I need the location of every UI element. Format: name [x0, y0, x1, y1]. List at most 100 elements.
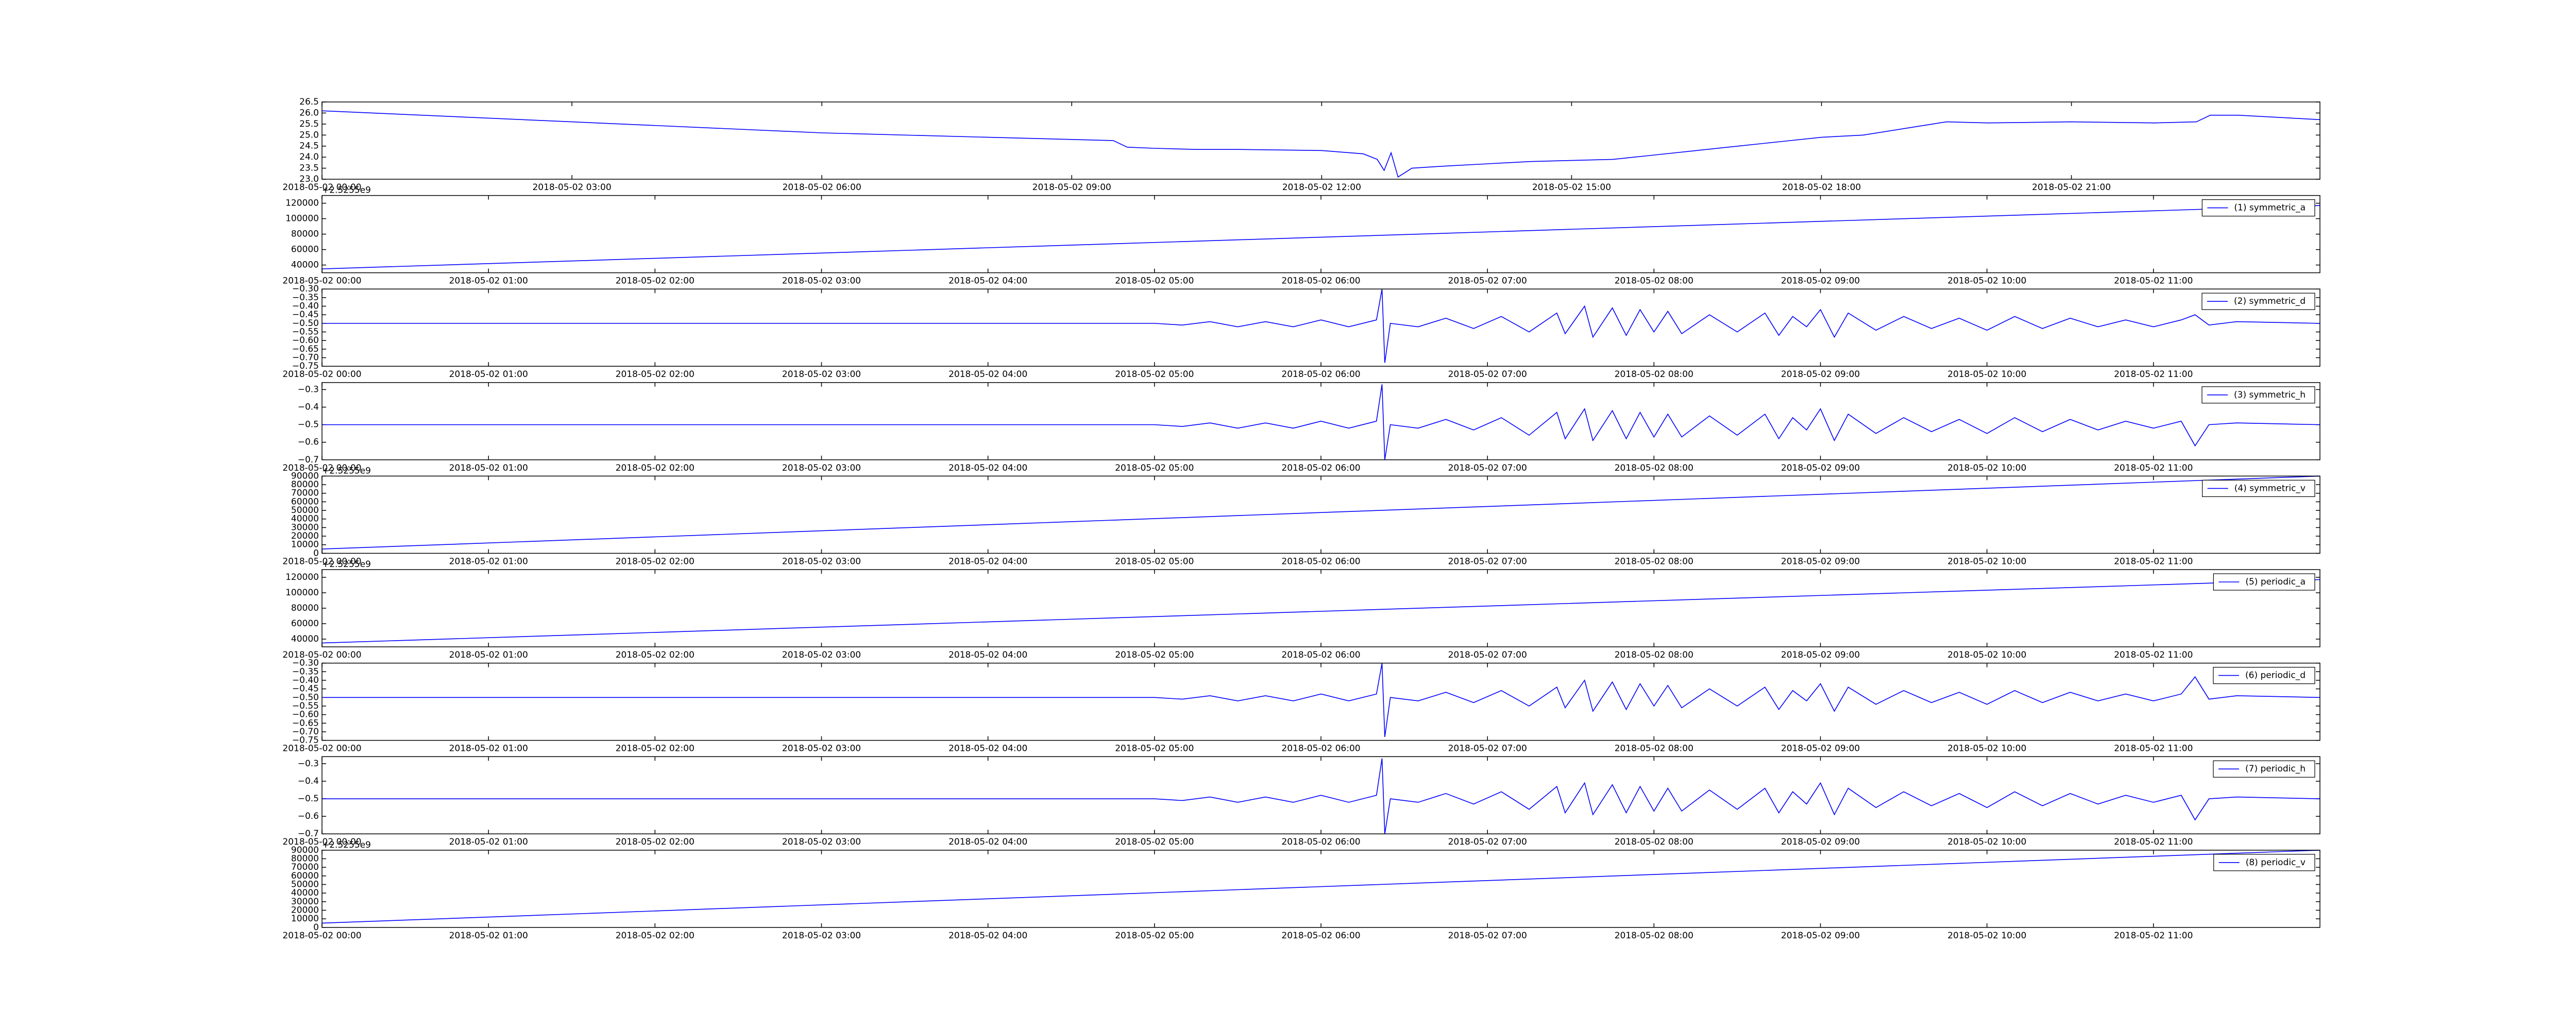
y-tick-label: 120000: [285, 572, 319, 582]
x-tick-label: 2018-05-02 01:00: [449, 463, 528, 473]
legend-label: (1) symmetric_a: [2234, 203, 2306, 213]
x-tick-label: 2018-05-02 08:00: [1615, 276, 1693, 286]
x-tick-label: 2018-05-02 01:00: [449, 369, 528, 380]
y-tick-label: −0.5: [298, 420, 319, 430]
x-tick-label: 2018-05-02 08:00: [1615, 837, 1693, 847]
y-tick-label: 23.5: [299, 163, 319, 174]
x-tick-label: 2018-05-02 01:00: [449, 276, 528, 286]
y-tick-label: −0.55: [292, 327, 319, 337]
y-tick-label: 10000: [291, 540, 319, 550]
y-tick-label: 0: [313, 548, 319, 558]
data-line: [321, 205, 2320, 269]
y-tick-label: 40000: [291, 260, 319, 270]
data-line: [322, 289, 2320, 363]
y-tick-label: 30000: [291, 897, 319, 907]
x-tick-label: 2018-05-02 02:00: [616, 276, 694, 286]
x-tick-label: 2018-05-02 04:00: [948, 276, 1027, 286]
x-tick-label: 2018-05-02 04:00: [948, 463, 1027, 473]
axes-frame: [321, 662, 2320, 741]
x-tick-label: 2018-05-02 07:00: [1448, 369, 1527, 380]
y-tick-label: −0.75: [292, 735, 319, 746]
data-line: [321, 579, 2320, 644]
x-tick-label: 2018-05-02 09:00: [1781, 369, 1860, 380]
x-tick-label: 2018-05-02 01:00: [449, 744, 528, 754]
x-tick-label: 2018-05-02 07:00: [1448, 837, 1527, 847]
x-tick-label: 2018-05-02 09:00: [1781, 837, 1860, 847]
y-tick-label: 80000: [291, 853, 319, 864]
subplot: 40000 60000 80000 100000 120000 2018-05-02 00…: [282, 559, 2320, 660]
y-tick-label: −0.5: [298, 794, 319, 804]
x-tick-label: 2018-05-02 08:00: [1615, 556, 1693, 566]
y-tick-label: 25.5: [299, 119, 319, 129]
x-tick-label: 2018-05-02 11:00: [2114, 931, 2193, 941]
y-tick-label: 24.0: [299, 152, 319, 162]
x-tick-label: 2018-05-02 03:00: [782, 369, 861, 380]
subplot: 23.023.524.024.525.025.526.026.5 2018-05-…: [282, 97, 2320, 193]
x-tick-label: 2018-05-02 06:00: [1281, 556, 1360, 566]
legend-label: (6) periodic_d: [2245, 671, 2306, 681]
x-tick-label: 2018-05-02 01:00: [449, 931, 528, 941]
x-tick-label: 2018-05-02 15:00: [1532, 182, 1611, 193]
x-tick-label: 2018-05-02 01:00: [449, 837, 528, 847]
x-tick-label: 2018-05-02 05:00: [1115, 463, 1194, 473]
y-tick-label: −0.45: [292, 684, 319, 694]
x-tick-label: 2018-05-02 05:00: [1115, 556, 1194, 566]
y-tick-label: 70000: [291, 488, 319, 499]
x-tick-label: 2018-05-02 09:00: [1032, 182, 1111, 193]
x-tick-label: 2018-05-02 00:00: [282, 369, 361, 380]
x-tick-label: 2018-05-02 11:00: [2114, 463, 2193, 473]
y-tick-label: 23.0: [299, 174, 319, 184]
legend: (5) periodic_a: [2213, 573, 2315, 591]
y-tick-label: 60000: [291, 871, 319, 881]
y-tick-label: −0.40: [292, 675, 319, 685]
legend-label: (7) periodic_h: [2245, 764, 2306, 774]
y-tick-label: −0.6: [298, 811, 319, 821]
x-tick-label: 2018-05-02 11:00: [2114, 369, 2193, 380]
y-tick-label: 60000: [291, 245, 319, 255]
y-tick-label: −0.6: [298, 437, 319, 448]
legend-label: (8) periodic_v: [2246, 857, 2306, 868]
y-tick-label: −0.4: [298, 402, 319, 413]
subplot: −0.75−0.70−0.65−0.60−0.55−0.50−0.45−0.40…: [282, 658, 2320, 754]
legend-label: (3) symmetric_h: [2234, 390, 2306, 400]
y-tick-label: −0.3: [298, 384, 319, 394]
legend-label: (5) periodic_a: [2245, 577, 2306, 587]
x-tick-label: 2018-05-02 05:00: [1115, 931, 1194, 941]
legend-label: (2) symmetric_d: [2234, 296, 2306, 306]
x-tick-label: 2018-05-02 06:00: [1281, 463, 1360, 473]
data-line: [322, 663, 2320, 737]
x-tick-label: 2018-05-02 02:00: [616, 744, 694, 754]
y-tick-label: −0.30: [292, 658, 319, 668]
axes-frame: [321, 382, 2320, 460]
legend: (7) periodic_h: [2213, 760, 2315, 778]
x-tick-label: 2018-05-02 00:00: [282, 931, 361, 941]
y-tick-label: −0.7: [298, 455, 319, 465]
legend: (4) symmetric_v: [2202, 479, 2315, 497]
x-tick-label: 2018-05-02 03:00: [782, 931, 861, 941]
x-tick-label: 2018-05-02 10:00: [1947, 276, 2026, 286]
y-tick-label: 26.5: [299, 97, 319, 107]
x-tick-label: 2018-05-02 10:00: [1947, 463, 2026, 473]
y-tick-label: 10000: [291, 914, 319, 924]
y-tick-label: 90000: [291, 845, 319, 855]
y-tick-label: −0.75: [292, 361, 319, 371]
x-tick-label: 2018-05-02 00:00: [282, 744, 361, 754]
x-tick-label: 2018-05-02 08:00: [1615, 931, 1693, 941]
x-tick-label: 2018-05-02 04:00: [948, 837, 1027, 847]
x-tick-label: 2018-05-02 02:00: [616, 463, 694, 473]
axes-frame: [321, 569, 2320, 647]
x-tick-label: 2018-05-02 08:00: [1615, 463, 1693, 473]
data-line: [322, 758, 2320, 834]
y-tick-label: 26.0: [299, 108, 319, 118]
y-tick-label: 100000: [285, 588, 319, 598]
y-tick-label: −0.45: [292, 310, 319, 320]
axes-frame: [321, 101, 2320, 180]
data-line: [321, 850, 2320, 924]
x-tick-label: 2018-05-02 05:00: [1115, 276, 1194, 286]
x-tick-label: 2018-05-02 10:00: [1947, 369, 2026, 380]
x-tick-label: 2018-05-02 02:00: [616, 931, 694, 941]
subplot: 0100002000030000400005000060000700008000…: [282, 840, 2320, 941]
x-tick-label: 2018-05-02 01:00: [449, 650, 528, 660]
x-tick-label: 2018-05-02 11:00: [2114, 837, 2193, 847]
